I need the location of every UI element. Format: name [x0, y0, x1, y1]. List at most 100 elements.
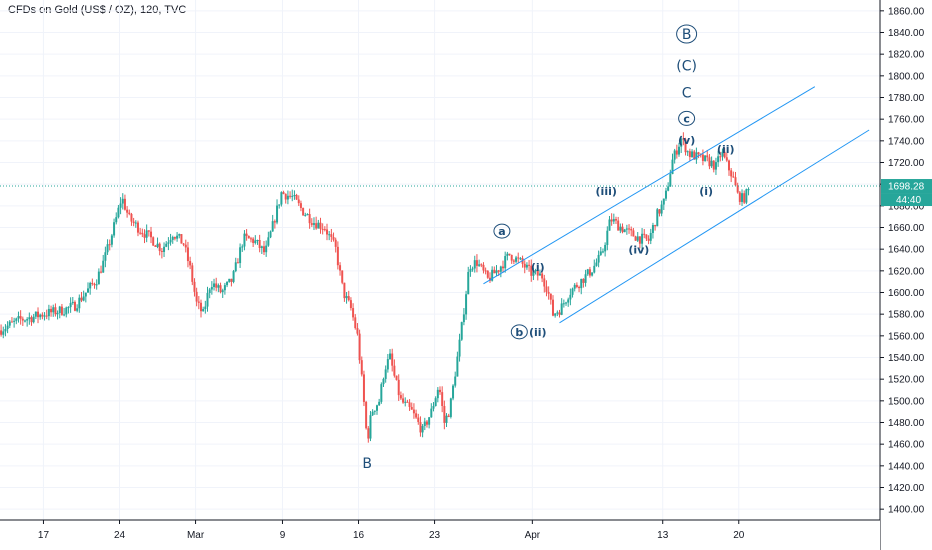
candle-body: [34, 311, 37, 317]
candle-body: [206, 293, 209, 307]
candle-body: [104, 252, 107, 261]
candle-body: [621, 226, 624, 233]
candle-body: [47, 308, 50, 317]
countdown-badge: [881, 193, 932, 207]
candle-body: [39, 314, 42, 318]
candle-body: [87, 288, 89, 293]
candle-body: [419, 421, 422, 433]
price-tick-label: 1680.00: [888, 201, 925, 212]
candle-body: [247, 235, 250, 239]
candle-body: [375, 405, 378, 411]
candle-body: [293, 194, 296, 196]
candle-body: [458, 339, 461, 357]
candle-body: [130, 214, 133, 222]
candle-body: [397, 379, 400, 396]
candle-body: [425, 421, 428, 425]
candle-body: [260, 246, 263, 249]
candle-body: [641, 233, 644, 244]
candle-body: [599, 251, 602, 255]
candle-body: [712, 160, 715, 170]
candle-body: [447, 415, 450, 417]
candle-body: [143, 234, 146, 238]
price-axis[interactable]: 1400.00 1420.00 1440.00 1460.00 1480.00 1500.…: [879, 0, 932, 550]
candle-body: [54, 307, 57, 315]
candle-body: [380, 384, 383, 402]
price-tick-label: 1460.00: [888, 440, 925, 451]
price-tick-label: 1400.00: [888, 505, 925, 516]
candle-body: [78, 297, 81, 309]
candle-body: [673, 150, 676, 160]
wave-label: (ii): [529, 326, 547, 339]
candle-body: [232, 271, 235, 282]
candle-body: [486, 270, 489, 278]
candle-body: [202, 309, 205, 312]
candle-body: [67, 307, 70, 309]
candle-body: [63, 314, 66, 316]
candle-body: [152, 237, 155, 246]
candle-body: [517, 257, 520, 259]
candle-body: [165, 243, 168, 247]
price-tick-label: 1740.00: [888, 136, 925, 147]
price-tick-label: 1420.00: [888, 483, 925, 494]
price-tick-label: 1820.00: [888, 50, 925, 61]
candle-body: [121, 198, 124, 204]
candle-body: [456, 356, 459, 377]
candle-body: [406, 401, 409, 403]
candle-body: [449, 398, 452, 417]
candle-body: [58, 306, 61, 313]
candle-body: [723, 151, 726, 158]
candle-body: [245, 233, 248, 236]
candle-body: [234, 262, 237, 272]
candle-body: [423, 421, 426, 427]
candle-body: [128, 212, 131, 215]
candle-body: [291, 195, 294, 197]
channel-line-lower: [559, 129, 870, 324]
candle-body: [306, 214, 309, 216]
candle-body: [586, 269, 589, 275]
candle-body: [184, 244, 187, 248]
candle-body: [575, 284, 578, 287]
candle-body: [619, 226, 622, 231]
candle-body: [736, 185, 739, 193]
price-tick-label: 1720.00: [888, 158, 925, 169]
candle-body: [93, 283, 96, 286]
candle-body: [580, 278, 583, 289]
candle-body: [289, 195, 292, 197]
candle-body: [706, 155, 709, 158]
price-tick-label: 1500.00: [888, 396, 925, 407]
wave-label: (iv): [628, 244, 649, 257]
candle-body: [252, 238, 255, 243]
price-axis-bg: [880, 0, 932, 550]
candle-body: [725, 157, 728, 161]
candle-body: [582, 278, 585, 283]
candle-body: [743, 193, 746, 203]
price-tick-label: 1860.00: [888, 6, 925, 17]
candle-body: [697, 152, 700, 155]
price-tick-label: 1580.00: [888, 310, 925, 321]
candle-body: [738, 192, 741, 202]
candle-body: [704, 155, 707, 161]
candle-body: [197, 301, 200, 303]
candle-body: [667, 186, 670, 191]
candle-body: [221, 290, 224, 293]
wave-labels: B (C) Cc (v) (ii) (iii) (i) a (iv) (i) b (ii) B: [362, 24, 735, 472]
candle-body: [478, 264, 481, 266]
candle-body: [228, 278, 231, 282]
candle-body: [89, 282, 92, 289]
candle-body: [334, 239, 337, 247]
time-axis[interactable]: 17 24 Mar 9 16 23 Apr 13 20: [0, 519, 880, 550]
candle-body: [469, 269, 472, 272]
wave-label: (v): [678, 134, 695, 147]
candle-body: [604, 244, 607, 252]
candle-body: [412, 409, 415, 414]
candle-body: [217, 285, 220, 288]
trend-channel[interactable]: [483, 86, 870, 324]
candle-body: [100, 271, 103, 273]
candle-body: [634, 236, 637, 241]
candle-body: [326, 229, 329, 235]
candle-body: [178, 234, 181, 236]
candle-body: [730, 170, 733, 177]
candle-body: [265, 245, 268, 253]
